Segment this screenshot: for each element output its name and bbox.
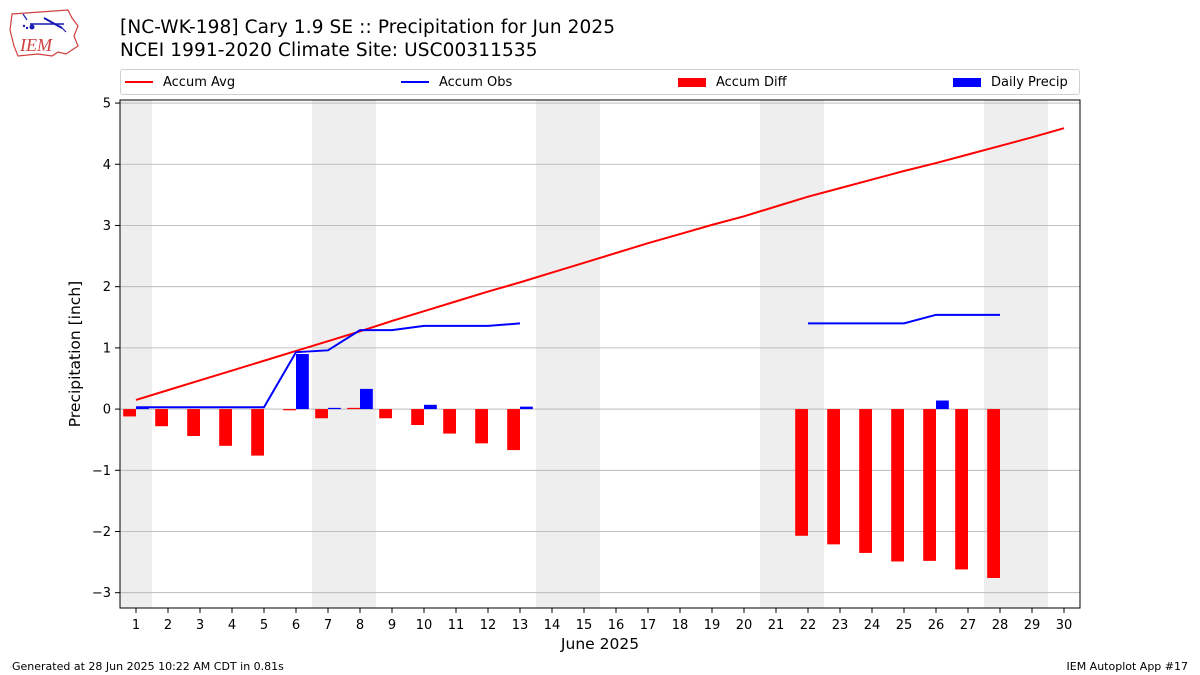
x-tick-label: 8 [356,618,364,633]
legend-label-accum-diff: Accum Diff [716,74,787,90]
x-tick-label: 9 [388,618,396,633]
x-tick-label: 4 [228,618,236,633]
y-tick-label: −1 [92,464,111,479]
legend-item-daily-precip: Daily Precip [953,70,1068,94]
legend-item-accum-diff: Accum Diff [678,70,787,94]
accum-diff-bar [795,409,808,536]
accum-diff-bar [123,409,136,417]
y-axis-label: Precipitation [inch] [66,281,84,427]
x-tick-label: 12 [480,618,497,633]
chart-title: [NC-WK-198] Cary 1.9 SE :: Precipitation… [120,17,616,38]
x-tick-label: 21 [768,618,785,633]
daily-precip-bar [936,400,949,410]
weekend-band [760,100,792,608]
daily-precip-bar [296,354,309,410]
accum-obs-line [136,322,521,409]
accum-diff-bar [251,409,264,456]
x-tick-label: 13 [512,618,529,633]
legend-label-daily-precip: Daily Precip [991,74,1068,90]
legend: Accum Avg Accum Obs Accum Diff Daily Pre… [120,69,1080,95]
accum-diff-bar [443,409,456,434]
weekend-band [120,100,152,608]
y-tick-label: 0 [103,403,111,418]
accum-obs-line [808,313,1000,325]
x-tick-label: 29 [1024,618,1041,633]
y-tick-label: 4 [103,158,111,173]
x-tick-label: 19 [704,618,721,633]
daily-precip-bar [328,407,341,410]
y-tick-label: −2 [92,525,111,540]
accum-diff-bar [507,409,520,451]
x-tick-label: 24 [864,618,881,633]
x-tick-label: 10 [416,618,433,633]
accum-diff-bar [891,409,904,562]
x-tick-label: 26 [928,618,945,633]
daily-precip-bar [520,406,533,410]
x-tick-label: 16 [608,618,625,633]
chart-subtitle: NCEI 1991-2020 Climate Site: USC00311535 [120,40,538,61]
x-tick-label: 2 [164,618,172,633]
weekend-band [312,100,344,608]
legend-swatch-accum-obs [401,81,429,83]
accum-diff-bar [155,409,168,427]
x-tick-label: 7 [324,618,332,633]
weekend-band [568,100,600,608]
accum-diff-bar [987,409,1000,579]
legend-item-accum-avg: Accum Avg [125,70,235,94]
x-tick-label: 15 [576,618,593,633]
app-credit: IEM Autoplot App #17 [1066,660,1189,673]
generated-note: Generated at 28 Jun 2025 10:22 AM CDT in… [12,660,284,673]
y-tick-label: 3 [103,219,111,234]
x-tick-label: 28 [992,618,1009,633]
logo-text: IEM [19,35,53,55]
weekend-band [344,100,376,608]
accum-diff-bar [475,409,488,444]
accum-diff-bar [923,409,936,561]
y-tick-label: 2 [103,280,111,295]
legend-label-accum-obs: Accum Obs [439,74,513,90]
daily-precip-bar [360,388,373,410]
daily-precip-bar [424,404,437,410]
x-tick-label: 20 [736,618,753,633]
accum-diff-bar [347,407,360,410]
x-tick-label: 11 [448,618,465,633]
x-tick-label: 23 [832,618,849,633]
accum-diff-bar [379,409,392,419]
accum-diff-bar [411,409,424,425]
x-tick-label: 5 [260,618,268,633]
x-tick-label: 30 [1056,618,1073,633]
accum-diff-bar [283,409,296,411]
x-axis-label: June 2025 [560,635,639,653]
x-tick-label: 6 [292,618,300,633]
legend-swatch-accum-diff [678,77,706,87]
legend-label-accum-avg: Accum Avg [163,74,236,90]
accum-diff-bar [827,409,840,545]
accum-diff-bar [859,409,872,553]
accum-diff-bar [219,409,232,446]
x-tick-label: 27 [960,618,977,633]
accum-avg-line [135,127,1065,401]
x-tick-label: 25 [896,618,913,633]
legend-swatch-daily-precip [953,77,981,87]
y-tick-label: 5 [103,97,111,112]
legend-swatch-accum-avg [125,81,153,83]
x-tick-label: 3 [196,618,204,633]
accum-diff-bar [315,409,328,419]
y-tick-label: −3 [92,586,111,601]
x-tick-label: 17 [640,618,657,633]
legend-item-accum-obs: Accum Obs [401,70,512,94]
plot-frame [119,99,1081,609]
weekend-band [1016,100,1048,608]
y-tick-label: 1 [103,341,111,356]
x-tick-label: 18 [672,618,689,633]
weekend-band [536,100,568,608]
accum-diff-bar [955,409,968,570]
x-tick-label: 1 [132,618,140,633]
x-tick-label: 22 [800,618,817,633]
x-tick-label: 14 [544,618,561,633]
iem-logo: IEM [8,6,80,60]
accum-diff-bar [187,409,200,437]
